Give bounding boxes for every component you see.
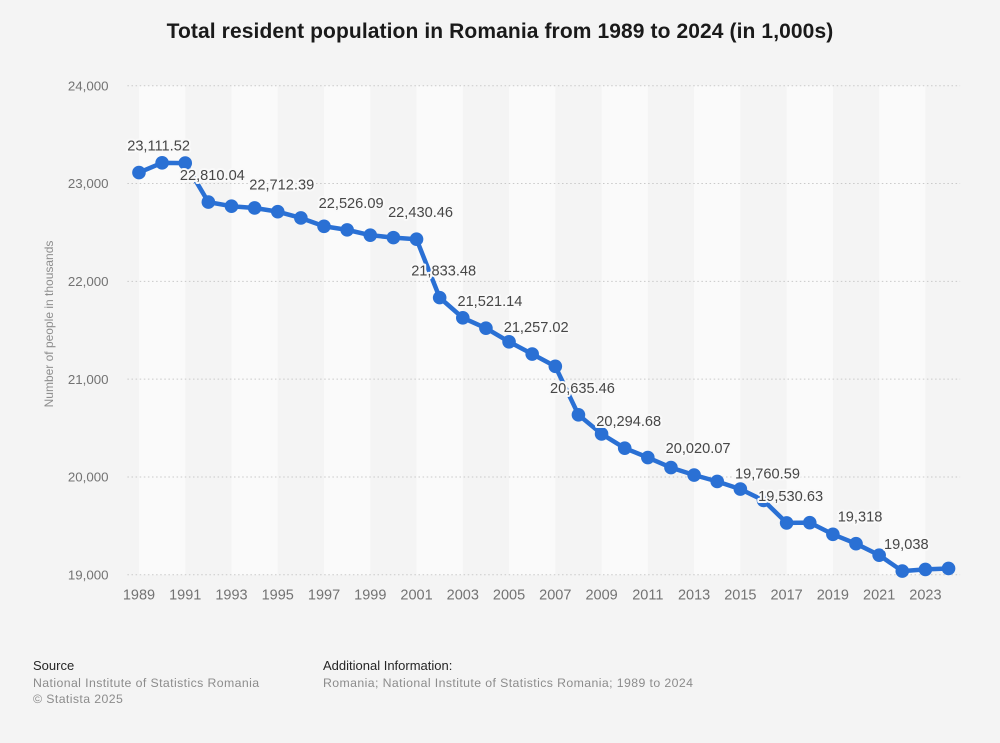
x-axis-tick-label: 1995 — [262, 588, 294, 604]
data-point-2020[interactable] — [849, 536, 863, 551]
data-point-2005[interactable] — [502, 334, 516, 349]
plot-band — [694, 85, 741, 575]
data-point-2012[interactable] — [664, 460, 678, 475]
data-label-2006: 21,257.02 — [504, 320, 569, 336]
data-point-2014[interactable] — [710, 474, 725, 489]
data-point-2001[interactable] — [409, 232, 424, 247]
x-axis-tick-label: 2019 — [817, 588, 849, 604]
data-point-1995[interactable] — [270, 204, 285, 219]
data-point-2015[interactable] — [733, 482, 748, 496]
data-point-1998[interactable] — [340, 223, 354, 237]
data-point-1997[interactable] — [317, 219, 331, 234]
data-point-2024[interactable] — [941, 561, 956, 576]
data-label-2022: 19,038 — [884, 537, 929, 553]
data-point-1999[interactable] — [363, 228, 378, 242]
plot-band — [509, 85, 556, 575]
y-axis-tick-label: 24,000 — [68, 78, 109, 93]
data-label-1989: 23,111.52 — [127, 139, 190, 155]
data-point-1991[interactable] — [178, 156, 193, 170]
additional-information-block: Additional Information: Romania; Nationa… — [323, 658, 693, 692]
x-axis-tick-label: 2021 — [863, 588, 895, 604]
data-point-2003[interactable] — [455, 311, 470, 325]
plot-band — [786, 85, 833, 575]
y-axis-tick-label: 22,000 — [68, 274, 109, 289]
x-axis-tick-label: 1999 — [354, 588, 386, 604]
data-label-2008: 20,635.46 — [550, 381, 615, 397]
data-label-1998: 22,526.09 — [319, 196, 384, 212]
data-point-2016[interactable] — [756, 493, 771, 508]
data-point-2010[interactable] — [617, 441, 632, 455]
x-axis-tick-label: 2013 — [678, 588, 710, 604]
data-point-1993[interactable] — [224, 199, 239, 214]
x-axis-tick-label: 2015 — [724, 588, 756, 604]
data-point-1996[interactable] — [294, 211, 308, 225]
y-axis-tick-label: 20,000 — [68, 470, 109, 485]
source-name: National Institute of Statistics Romania — [33, 676, 260, 690]
data-label-2020: 19,318 — [838, 510, 883, 526]
plot-band — [324, 85, 371, 575]
data-point-2009[interactable] — [594, 427, 609, 441]
y-axis-title: Number of people in thousands — [42, 241, 56, 408]
additional-information-label: Additional Information: — [323, 658, 453, 673]
data-label-2001: 22,430.46 — [388, 205, 453, 221]
x-axis-tick-label: 2009 — [585, 588, 617, 604]
x-axis-tick-label: 1989 — [123, 588, 155, 604]
x-axis-tick-label: 1993 — [215, 588, 247, 604]
x-axis-tick-label: 2001 — [400, 588, 432, 604]
data-point-2006[interactable] — [525, 347, 539, 361]
x-axis-tick-label: 2005 — [493, 588, 525, 604]
data-label-1995: 22,712.39 — [249, 178, 314, 194]
data-point-1994[interactable] — [247, 201, 262, 215]
data-label-2004: 21,521.14 — [457, 294, 522, 310]
data-label-2013: 20,020.07 — [666, 441, 731, 457]
plot-band — [879, 85, 926, 575]
statista-copyright: © Statista 2025 — [33, 691, 124, 706]
data-point-2011[interactable] — [641, 450, 655, 465]
data-point-2021[interactable] — [872, 548, 886, 562]
x-axis-tick-label: 2023 — [909, 588, 941, 604]
data-point-2022[interactable] — [895, 564, 910, 578]
plot-band — [231, 85, 278, 575]
y-axis-tick-label: 23,000 — [68, 176, 109, 191]
source-label: Source — [33, 658, 75, 673]
data-point-2008[interactable] — [571, 408, 586, 422]
data-point-2002[interactable] — [432, 290, 447, 305]
plot-band — [601, 85, 648, 575]
data-label-2016: 19,760.59 — [735, 466, 800, 482]
data-label-1992: 22,810.04 — [180, 168, 245, 184]
data-label-2017: 19,530.63 — [758, 489, 823, 505]
data-point-1990[interactable] — [155, 156, 169, 170]
source-block: Source National Institute of Statistics … — [33, 658, 260, 707]
data-label-2002: 21,833.48 — [411, 264, 476, 280]
data-point-2018[interactable] — [802, 515, 817, 530]
data-point-2023[interactable] — [918, 562, 933, 577]
y-axis-tick-label: 21,000 — [68, 372, 109, 387]
data-point-1989[interactable] — [132, 165, 146, 180]
data-point-2004[interactable] — [479, 321, 493, 335]
additional-information-text: Romania; National Institute of Statistic… — [323, 676, 694, 690]
x-axis-tick-label: 2011 — [632, 588, 663, 604]
x-axis-tick-label: 2017 — [770, 588, 802, 604]
data-point-2013[interactable] — [687, 468, 701, 482]
y-axis-tick-label: 19,000 — [68, 568, 109, 583]
data-label-2010: 20,294.68 — [596, 414, 661, 430]
data-point-2017[interactable] — [779, 516, 794, 530]
data-point-2007[interactable] — [548, 359, 563, 374]
data-point-1992[interactable] — [201, 195, 216, 209]
page-title: Total resident population in Romania fro… — [166, 20, 834, 43]
data-point-2019[interactable] — [826, 527, 840, 542]
x-axis-tick-label: 2003 — [447, 588, 479, 604]
plot-band — [416, 85, 463, 575]
x-axis-tick-label: 1997 — [308, 588, 340, 604]
population-line-chart: 19,000 20,000 21,000 22,000 23,000 24,000 1989… — [42, 78, 961, 604]
data-point-2000[interactable] — [386, 230, 401, 245]
x-axis-tick-label: 2007 — [539, 588, 571, 604]
x-axis-tick-label: 1991 — [169, 588, 201, 604]
